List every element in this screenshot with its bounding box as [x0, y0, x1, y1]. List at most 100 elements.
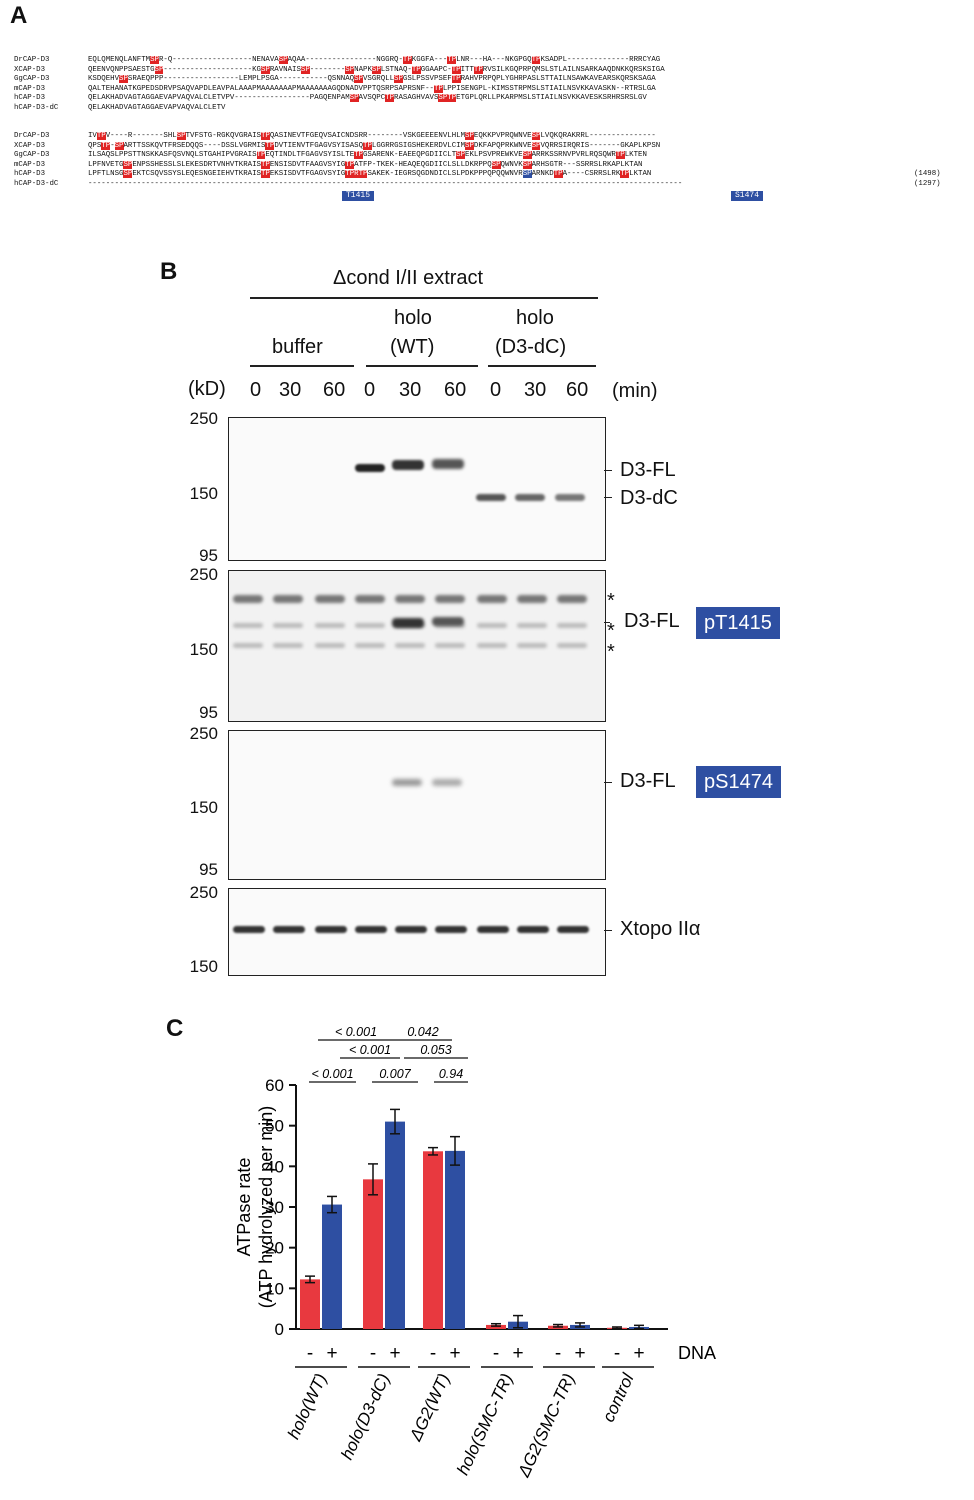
bar	[300, 1279, 320, 1329]
sequence-alignment: DrCAP-D3 EQLQMENQLANFTMSPR-Q-------------…	[14, 50, 964, 215]
min-label: (min)	[612, 380, 658, 402]
category-label: ΔG2(SMC-TR)	[514, 1371, 579, 1481]
blot-ps1474	[228, 730, 606, 880]
y-tick-label: 10	[265, 1279, 284, 1298]
species-name: XCAP-D3	[14, 65, 46, 74]
mw-150-b1: 150	[189, 484, 218, 503]
sequence-segment: EKTCSQVSSYSLEQESNGEIEHVTKRAIS	[132, 170, 261, 178]
nonspecific-band	[273, 623, 303, 628]
tag-ps1474: pS1474	[696, 766, 781, 798]
sequence-text: EQLQMENQLANFTMSPR-Q------------------NEN…	[88, 56, 660, 65]
phospho-site-highlight: TP	[265, 141, 275, 150]
nonspecific-band	[395, 595, 425, 603]
nonspecific-band	[355, 595, 385, 603]
lane-time-label: 30	[399, 379, 422, 401]
sequence-segment: LPFNVETG	[88, 160, 124, 169]
sequence-length: (1498)	[914, 170, 941, 178]
sequence-segment: LKTAN	[629, 170, 652, 178]
species-name: GgCAP-D3	[14, 75, 50, 83]
bar	[423, 1151, 443, 1329]
phospho-site-highlight: TP	[620, 170, 630, 178]
sequence-segment: A----CSRRSLRK	[562, 170, 621, 178]
group-bracket-holo-wt	[366, 365, 478, 367]
label-xtopo: Xtopo IIα	[620, 918, 701, 940]
topo-band	[233, 926, 265, 933]
p-value-label: 0.053	[420, 1043, 451, 1057]
sequence-segment: ILSAQSLPPSTTNSKKASFQSVNQLSTGAHIPVGRAIS	[88, 151, 257, 159]
phospho-site-highlight: SP	[531, 141, 541, 150]
phospho-site-highlight: TPRTP	[345, 170, 368, 178]
phospho-site-highlight: SP	[119, 75, 128, 83]
sequence-segment: QPS	[88, 141, 102, 150]
p-value-label: < 0.001	[335, 1025, 377, 1039]
sequence-segment: ATFP-TKEK-HEAQEQGDIICLSLLDKRPPQ	[354, 160, 492, 169]
tick	[604, 470, 612, 471]
band-pt1415-wt60	[432, 617, 464, 626]
sequence-segment: GGAAPC-	[420, 65, 452, 74]
nonspecific-band	[477, 595, 507, 603]
phospho-site-highlight: SP	[522, 160, 532, 169]
y-axis-label-units: (ATP hydrolyzed per min)	[256, 1106, 276, 1308]
lane-time-label: 0	[490, 379, 502, 401]
dna-sign-label: -	[307, 1343, 313, 1364]
nonspecific-band	[435, 595, 465, 603]
y-tick-label: 50	[265, 1117, 284, 1136]
panel-a-letter: A	[10, 2, 28, 29]
phospho-site-highlight: SP	[491, 160, 501, 169]
dna-sign-label: -	[370, 1343, 376, 1364]
category-label: holo(SMC-TR)	[453, 1371, 517, 1478]
label-d3-fl-b1: D3-FL	[620, 459, 676, 481]
p-value-label: 0.94	[439, 1067, 463, 1081]
phospho-site-highlight: TP	[615, 151, 625, 159]
phospho-site-highlight: TP	[261, 132, 270, 140]
phospho-site-highlight: TP	[531, 56, 541, 64]
sequence-segment: QELAKHADVAGTAGGAEVAPVAQVALCLETV	[88, 103, 226, 112]
phospho-site-highlight: SP	[349, 94, 359, 102]
sequence-text: QEENVQNPPSAESTGSP--------------------KGS…	[88, 65, 665, 75]
phospho-site-highlight: TP	[345, 160, 355, 169]
phospho-site-highlight: TP	[363, 141, 372, 150]
band-d3fl-wt60	[432, 459, 464, 469]
sequence-segment: LGGRRGSIGSHEKERDVLCIM	[371, 141, 466, 150]
sequence-segment: ITT	[460, 65, 474, 74]
sequence-text: IVTPV----R-------SHLSPTVFSTG-RGKQVGRAIST…	[88, 132, 656, 141]
lane-time-label: 30	[524, 379, 547, 401]
topo-band	[355, 926, 387, 933]
nonspecific-band	[315, 623, 345, 628]
panel-b-letter: B	[160, 258, 178, 285]
phospho-site-highlight: SP	[394, 75, 403, 83]
sequence-segment: AVSQPC	[358, 94, 386, 102]
sequence-segment: ARHSGTR---SSRRSLRKAPLKTAN	[531, 160, 643, 169]
nonspecific-band	[557, 595, 587, 603]
band-pt1415-wt30	[392, 618, 424, 628]
band-d3dc-60	[555, 494, 585, 501]
extract-bracket	[250, 297, 598, 299]
phospho-site-highlight: TP	[260, 170, 270, 178]
lane-time-label: 60	[566, 379, 589, 401]
extract-label: Δcond I/II extract	[333, 267, 484, 289]
mw-150-b2: 150	[189, 640, 218, 659]
sequence-segment: NAPK	[354, 65, 372, 74]
dna-label: DNA	[678, 1343, 716, 1363]
blot-pt1415	[228, 570, 606, 722]
band-d3dc-30	[515, 494, 545, 501]
panel-c-letter: C	[166, 1015, 184, 1042]
sequence-segment: LNR---HA---NKGPGQ	[456, 56, 532, 64]
group-bracket-holo-dc	[488, 365, 596, 367]
category-label: holo(WT)	[284, 1371, 331, 1442]
mw-150-b4: 150	[189, 957, 218, 976]
lane-time-label: 60	[323, 379, 346, 401]
group-label-holo-wt-2: (WT)	[390, 336, 435, 358]
band-ps1474-wt30	[392, 779, 422, 786]
phospho-site-highlight: TP	[101, 141, 111, 150]
asterisk-2: *	[607, 620, 615, 642]
sequence-segment: SRAEQPPP-----------------LEMPLPSGA------…	[127, 75, 355, 83]
sequence-segment: DKFAPQPRKWNVE	[473, 141, 532, 150]
sequence-segment: ETGPLQRLLPKARPMSLSTIAILNSVKKAVESKSRHRSRS…	[456, 94, 647, 102]
sequence-segment: EKSISDVTFGAGVSYIG	[269, 170, 346, 178]
species-name: XCAP-D3	[14, 141, 46, 150]
sequence-segment: LPFTLNSG	[88, 170, 124, 178]
nonspecific-band	[273, 595, 303, 603]
sequence-segment: GSARENK-EAEEQPGDIICLT	[363, 151, 457, 159]
band-d3fl-wt30	[392, 460, 424, 470]
